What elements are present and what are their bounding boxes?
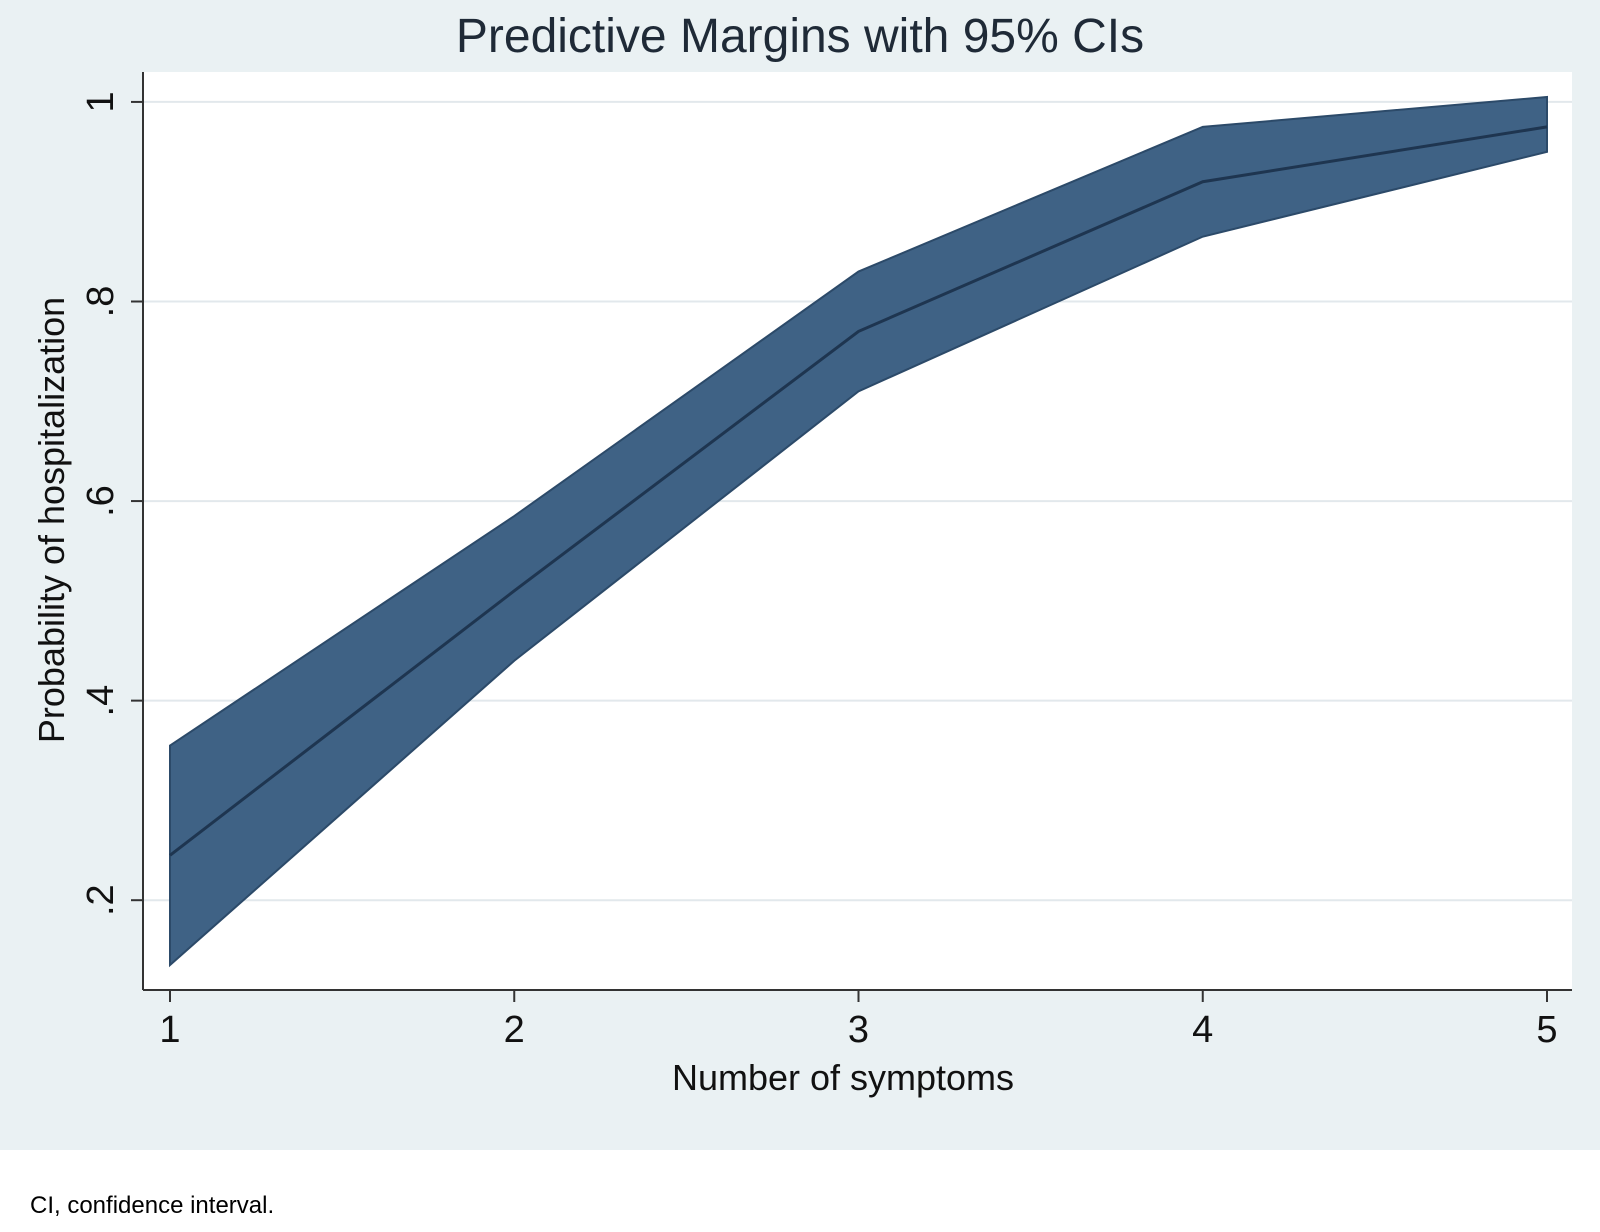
y-tick-label-0: .2: [80, 884, 122, 916]
margin-line: [169, 125, 1548, 857]
y-axis-title: Probability of hospitalization: [31, 297, 72, 743]
y-tick-label-1: .4: [80, 685, 122, 717]
plot-background: [143, 72, 1572, 990]
x-tick-label-1: 2: [504, 1009, 525, 1051]
x-tick-label-3: 4: [1192, 1009, 1213, 1051]
x-tick-label-0: 1: [159, 1009, 180, 1051]
figure-caption: CI, confidence interval.: [30, 1192, 275, 1219]
x-axis-title: Number of symptoms: [672, 1057, 1014, 1098]
x-tick-label-2: 3: [848, 1009, 869, 1051]
y-tick-label-3: .8: [80, 286, 122, 318]
y-tick-label-2: .6: [80, 485, 122, 517]
chart-figure: .2 .4 .6 .8 1 1 2 3 4 5 Predictive Margins with 9…: [0, 0, 1600, 1150]
x-tick-label-4: 5: [1536, 1009, 1557, 1051]
chart-svg: .2 .4 .6 .8 1 1 2 3 4 5 Predictive Margins with 9…: [31, 10, 1572, 1098]
chart-title: Predictive Margins with 95% CIs: [456, 10, 1144, 63]
y-tick-label-4: 1: [80, 91, 122, 112]
confidence-band: [169, 95, 1548, 968]
